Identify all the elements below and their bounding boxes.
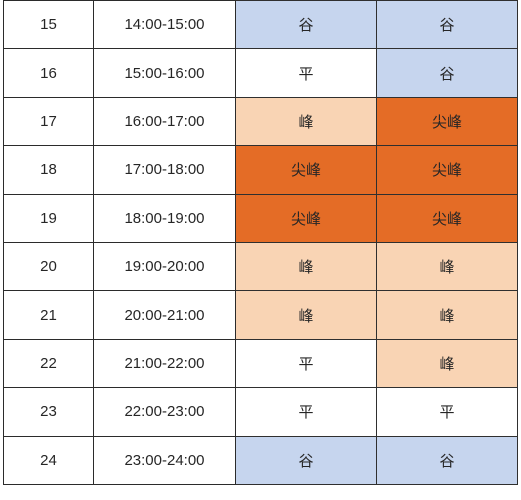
table-row: 19 18:00-19:00 尖峰 尖峰 — [3, 193, 518, 243]
hour-index-cell: 22 — [3, 338, 94, 389]
time-range-cell: 17:00-18:00 — [93, 145, 236, 195]
time-range-cell: 22:00-23:00 — [93, 387, 236, 437]
hour-index-cell: 23 — [3, 387, 94, 437]
period-cell-2: 尖峰 — [376, 145, 518, 195]
time-range-cell: 14:00-15:00 — [93, 0, 236, 50]
hour-index-cell: 21 — [3, 290, 94, 340]
period-cell-1: 平 — [235, 338, 377, 389]
table-row: 15 14:00-15:00 谷 谷 — [3, 0, 518, 50]
tariff-table-body: 15 14:00-15:00 谷 谷 16 15:00-16:00 平 谷 17… — [3, 0, 518, 485]
tariff-period-table: 15 14:00-15:00 谷 谷 16 15:00-16:00 平 谷 17… — [3, 0, 518, 485]
period-cell-1: 尖峰 — [235, 193, 377, 243]
hour-index-cell: 16 — [3, 48, 94, 98]
period-cell-2: 尖峰 — [376, 96, 518, 147]
time-range-cell: 20:00-21:00 — [93, 290, 236, 340]
time-range-cell: 21:00-22:00 — [93, 338, 236, 389]
period-cell-2: 峰 — [376, 290, 518, 340]
period-cell-2: 峰 — [376, 241, 518, 292]
hour-index-cell: 17 — [3, 96, 94, 147]
period-cell-2: 峰 — [376, 338, 518, 389]
time-range-cell: 19:00-20:00 — [93, 241, 236, 292]
table-row: 16 15:00-16:00 平 谷 — [3, 48, 518, 98]
time-range-cell: 16:00-17:00 — [93, 96, 236, 147]
hour-index-cell: 19 — [3, 193, 94, 243]
period-cell-2: 谷 — [376, 0, 518, 50]
time-range-cell: 15:00-16:00 — [93, 48, 236, 98]
period-cell-1: 峰 — [235, 241, 377, 292]
time-range-cell: 23:00-24:00 — [93, 435, 236, 485]
table-row: 20 19:00-20:00 峰 峰 — [3, 241, 518, 292]
hour-index-cell: 24 — [3, 435, 94, 485]
period-cell-1: 谷 — [235, 435, 377, 485]
period-cell-1: 谷 — [235, 0, 377, 50]
period-cell-2: 谷 — [376, 48, 518, 98]
hour-index-cell: 18 — [3, 145, 94, 195]
table-row: 24 23:00-24:00 谷 谷 — [3, 435, 518, 485]
hour-index-cell: 20 — [3, 241, 94, 292]
period-cell-2: 谷 — [376, 435, 518, 485]
table-row: 23 22:00-23:00 平 平 — [3, 387, 518, 437]
table-row: 18 17:00-18:00 尖峰 尖峰 — [3, 145, 518, 195]
table-row: 22 21:00-22:00 平 峰 — [3, 338, 518, 389]
period-cell-2: 平 — [376, 387, 518, 437]
table-row: 17 16:00-17:00 峰 尖峰 — [3, 96, 518, 147]
period-cell-1: 平 — [235, 387, 377, 437]
time-range-cell: 18:00-19:00 — [93, 193, 236, 243]
period-cell-2: 尖峰 — [376, 193, 518, 243]
hour-index-cell: 15 — [3, 0, 94, 50]
period-cell-1: 尖峰 — [235, 145, 377, 195]
period-cell-1: 峰 — [235, 290, 377, 340]
period-cell-1: 平 — [235, 48, 377, 98]
period-cell-1: 峰 — [235, 96, 377, 147]
table-row: 21 20:00-21:00 峰 峰 — [3, 290, 518, 340]
